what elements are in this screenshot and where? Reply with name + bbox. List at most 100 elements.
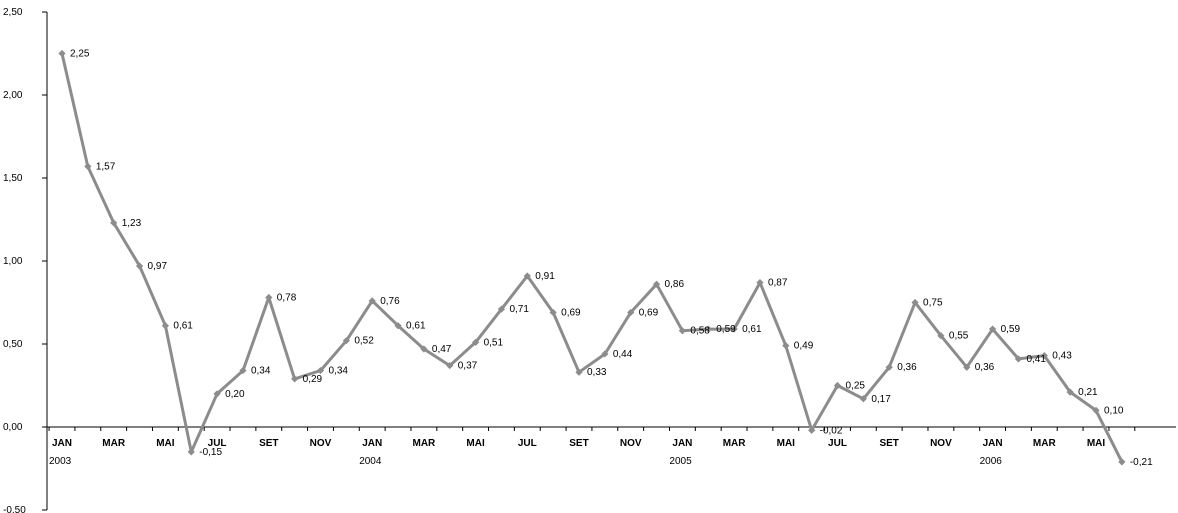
data-label: 0,21: [1078, 387, 1098, 398]
data-label: 0,20: [225, 389, 245, 400]
year-label: 2004: [359, 456, 382, 467]
data-point: [1092, 406, 1100, 414]
data-point: [239, 366, 247, 375]
year-label: 2006: [980, 456, 1003, 467]
x-tick-label: NOV: [310, 438, 332, 449]
y-tick-label: 1,50: [3, 173, 23, 184]
x-tick-label: NOV: [930, 438, 952, 449]
data-point: [704, 325, 712, 333]
x-tick-label: JAN: [672, 438, 692, 449]
data-point: [963, 363, 971, 371]
data-label: 0,61: [173, 321, 193, 332]
year-label: 2005: [669, 456, 692, 467]
data-label: 0,10: [1104, 405, 1124, 416]
data-point: [291, 375, 299, 383]
y-tick-label: -0,50: [3, 505, 26, 513]
data-point: [911, 298, 919, 307]
data-point: [394, 322, 402, 330]
y-tick-label: 2,00: [3, 90, 23, 101]
data-point: [808, 426, 816, 434]
y-tick-label: 2,50: [3, 7, 23, 18]
data-point: [601, 350, 609, 358]
data-label: 0,69: [639, 307, 659, 318]
data-label: 0,29: [303, 374, 323, 385]
data-point: [265, 293, 273, 302]
data-point: [446, 361, 454, 370]
data-label: 0,47: [432, 344, 452, 355]
x-tick-label: MAI: [156, 438, 175, 449]
data-label: 0,44: [613, 349, 633, 360]
data-point: [1118, 458, 1126, 466]
data-point: [472, 338, 480, 346]
y-tick-label: 0,00: [3, 422, 23, 433]
data-label: 0,41: [1026, 354, 1046, 365]
data-point: [937, 332, 945, 340]
data-label: 0,58: [690, 326, 710, 337]
data-point: [652, 280, 661, 288]
data-label: 0,52: [354, 336, 374, 347]
data-label: 0,36: [975, 362, 995, 373]
data-label: 0,25: [846, 381, 866, 392]
data-point: [110, 219, 118, 227]
data-point: [678, 327, 686, 335]
x-tick-label: JUL: [208, 438, 227, 449]
x-tick-label: MAR: [413, 438, 437, 449]
x-tick-label: MAR: [102, 438, 126, 449]
x-tick-label: MAR: [1033, 438, 1057, 449]
data-label: 0,49: [794, 341, 814, 352]
data-point: [368, 297, 376, 305]
data-point: [316, 366, 325, 375]
y-tick-label: 1,00: [3, 256, 23, 267]
x-tick-label: SET: [259, 438, 278, 449]
data-label: 0,36: [897, 362, 917, 373]
data-label: -0,02: [820, 425, 843, 436]
series-line: [60, 53, 1124, 463]
data-point: [161, 322, 169, 330]
data-point: [730, 325, 738, 333]
x-tick-label: JUL: [518, 438, 537, 449]
data-point: [627, 308, 635, 317]
x-tick-label: JUL: [828, 438, 847, 449]
x-tick-label: JAN: [362, 438, 382, 449]
data-label: 0,71: [509, 304, 529, 315]
data-point: [575, 368, 583, 376]
data-label: 0,75: [923, 298, 943, 309]
data-label: 0,51: [484, 337, 504, 348]
x-tick-label: JAN: [52, 438, 72, 449]
y-tick-label: 0,50: [3, 339, 23, 350]
data-point: [1014, 355, 1023, 363]
data-point: [420, 345, 428, 353]
data-label: -0,21: [1130, 457, 1153, 468]
data-point: [497, 305, 506, 313]
data-label: 0,61: [742, 324, 762, 335]
data-label: 0,78: [277, 293, 297, 304]
data-label: 0,87: [768, 278, 788, 289]
data-point: [859, 395, 867, 403]
data-label: 0,55: [949, 331, 969, 342]
data-label: 0,34: [329, 366, 349, 377]
data-point: [833, 381, 842, 390]
data-point: [1066, 388, 1074, 396]
data-label: 1,23: [122, 218, 142, 229]
data-label: 0,59: [1001, 324, 1021, 335]
data-point: [84, 162, 92, 170]
x-tick-label: SET: [569, 438, 588, 449]
x-tick-label: JAN: [983, 438, 1003, 449]
data-label: 0,34: [251, 366, 271, 377]
x-tick-label: MAI: [1087, 438, 1106, 449]
data-point: [782, 342, 790, 350]
data-label: 0,76: [380, 296, 400, 307]
x-tick-label: MAI: [466, 438, 485, 449]
data-label: 0,86: [665, 279, 685, 290]
data-label: 0,33: [587, 367, 607, 378]
x-tick-label: MAR: [723, 438, 747, 449]
data-point: [523, 272, 531, 280]
data-label: 0,17: [871, 394, 891, 405]
x-tick-label: NOV: [620, 438, 642, 449]
data-label: 0,91: [535, 271, 555, 282]
data-point: [342, 337, 350, 345]
data-point: [1040, 352, 1048, 360]
data-point: [756, 278, 764, 287]
x-tick-label: MAI: [777, 438, 796, 449]
